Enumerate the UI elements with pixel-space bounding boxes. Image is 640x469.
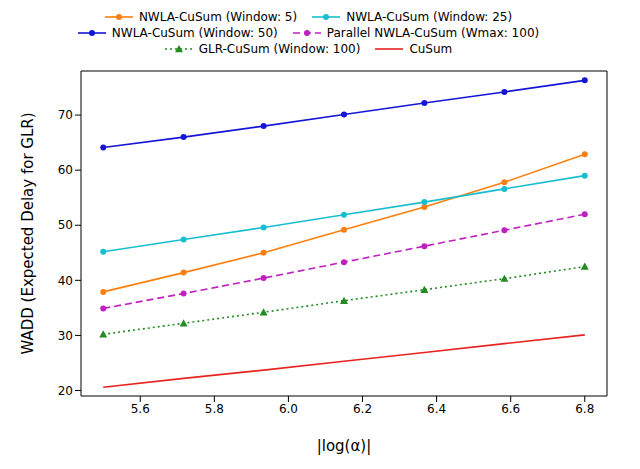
html-text:NWLA-CuSum (Window: 50): NWLA-CuSum (Window: 50): [111, 26, 278, 40]
svg-text:6.4: 6.4: [427, 402, 446, 416]
svg-text:6.8: 6.8: [575, 402, 594, 416]
html-text:NWLA-CuSum (Window: 5): NWLA-CuSum (Window: 5): [138, 10, 298, 24]
svg-text:50: 50: [58, 218, 73, 232]
html-text:NWLA-CuSum (Window: 25): NWLA-CuSum (Window: 25): [346, 10, 513, 24]
html-text:GLR-CuSum (Window: 100): GLR-CuSum (Window: 100): [198, 42, 361, 56]
svg-text:6.2: 6.2: [353, 402, 372, 416]
svg-text:5.6: 5.6: [131, 402, 150, 416]
svg-text:|log(α)|: |log(α)|: [317, 437, 372, 455]
svg-text:40: 40: [58, 274, 73, 288]
svg-text:6.0: 6.0: [279, 402, 298, 416]
svg-text:30: 30: [58, 329, 73, 343]
svg-text:6.6: 6.6: [501, 402, 520, 416]
svg-text:5.8: 5.8: [205, 402, 224, 416]
svg-text:70: 70: [58, 108, 73, 122]
svg-text:WADD (Expected Delay for GLR): WADD (Expected Delay for GLR): [19, 112, 37, 354]
html-text:CuSum: CuSum: [409, 42, 453, 56]
html-text:Parallel NWLA-CuSum (Wmax: 100: Parallel NWLA-CuSum (Wmax: 100): [326, 26, 540, 40]
svg-text:60: 60: [58, 163, 73, 177]
svg-text:20: 20: [58, 384, 73, 398]
